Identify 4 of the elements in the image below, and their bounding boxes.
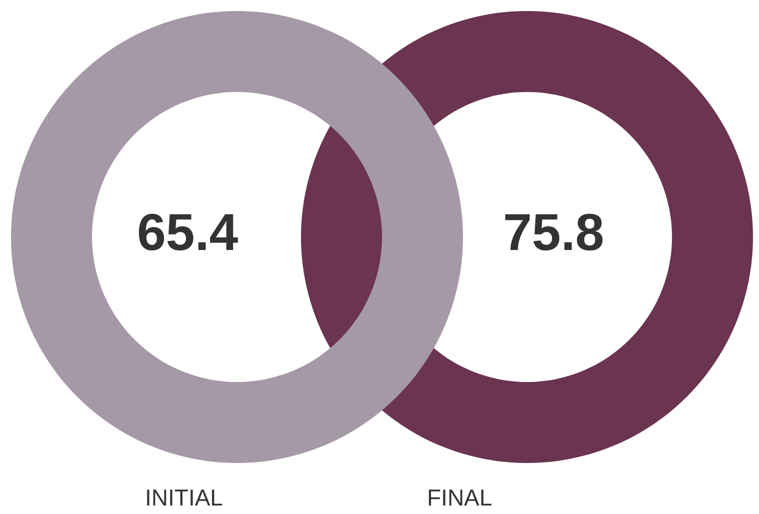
category-label: FINAL: [427, 484, 492, 510]
data-label: 65.4: [137, 204, 238, 262]
data-label: 75.8: [503, 204, 604, 262]
category-label: INITIAL: [145, 484, 224, 510]
